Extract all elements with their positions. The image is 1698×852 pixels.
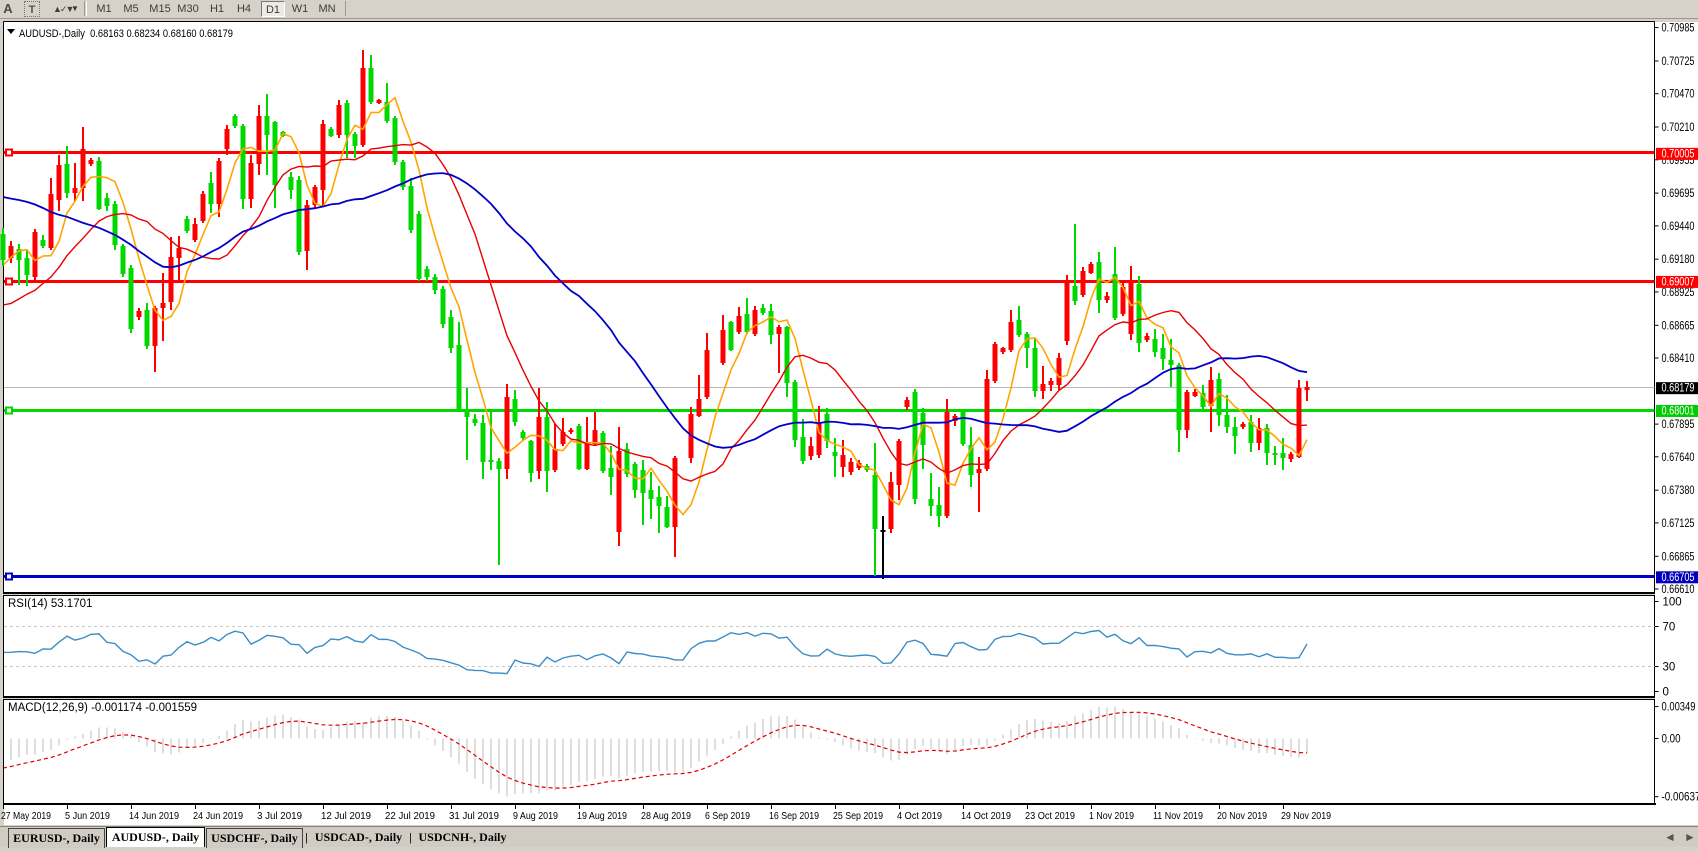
svg-text:16 Sep 2019: 16 Sep 2019 xyxy=(769,810,819,822)
svg-text:11 Nov 2019: 11 Nov 2019 xyxy=(1153,810,1203,822)
svg-text:3 Jul 2019: 3 Jul 2019 xyxy=(257,810,302,822)
svg-text:30: 30 xyxy=(1663,662,1676,674)
svg-text:0.67895: 0.67895 xyxy=(1662,419,1695,431)
svg-text:0.00: 0.00 xyxy=(1662,734,1681,746)
svg-text:0.70725: 0.70725 xyxy=(1662,56,1695,68)
svg-text:0: 0 xyxy=(1663,687,1669,699)
svg-text:29 Nov 2019: 29 Nov 2019 xyxy=(1281,810,1331,822)
svg-text:24 Jun 2019: 24 Jun 2019 xyxy=(193,810,243,822)
svg-text:0.70985: 0.70985 xyxy=(1662,23,1695,35)
svg-text:6 Sep 2019: 6 Sep 2019 xyxy=(705,810,750,822)
svg-text:5 Jun 2019: 5 Jun 2019 xyxy=(65,810,110,822)
svg-text:70: 70 xyxy=(1663,622,1676,634)
svg-text:0.69180: 0.69180 xyxy=(1662,254,1695,266)
svg-text:0.67125: 0.67125 xyxy=(1662,518,1695,530)
svg-text:0.67640: 0.67640 xyxy=(1662,452,1695,464)
svg-text:0.68179: 0.68179 xyxy=(1662,383,1695,395)
svg-text:0.66865: 0.66865 xyxy=(1662,551,1695,563)
svg-text:4 Oct 2019: 4 Oct 2019 xyxy=(897,810,942,822)
svg-text:0.69440: 0.69440 xyxy=(1662,221,1695,233)
svg-text:23 Oct 2019: 23 Oct 2019 xyxy=(1025,810,1075,822)
svg-text:0.69007: 0.69007 xyxy=(1662,276,1695,288)
svg-text:0.67380: 0.67380 xyxy=(1662,485,1695,497)
svg-text:27 May 2019: 27 May 2019 xyxy=(1,810,51,822)
svg-text:14 Jun 2019: 14 Jun 2019 xyxy=(129,810,179,822)
svg-text:0.68925: 0.68925 xyxy=(1662,287,1695,299)
svg-text:0.68001: 0.68001 xyxy=(1662,406,1695,418)
svg-text:0.66610: 0.66610 xyxy=(1662,584,1695,596)
svg-text:22 Jul 2019: 22 Jul 2019 xyxy=(385,810,435,822)
svg-text:0.00349: 0.00349 xyxy=(1662,702,1696,714)
svg-text:0.68410: 0.68410 xyxy=(1662,353,1695,365)
svg-text:0.69695: 0.69695 xyxy=(1662,188,1695,200)
svg-text:0.70210: 0.70210 xyxy=(1662,122,1695,134)
svg-text:0.66705: 0.66705 xyxy=(1662,572,1695,584)
svg-text:1 Nov 2019: 1 Nov 2019 xyxy=(1089,810,1134,822)
svg-text:0.68665: 0.68665 xyxy=(1662,320,1695,332)
svg-text:12 Jul 2019: 12 Jul 2019 xyxy=(321,810,371,822)
svg-text:100: 100 xyxy=(1663,597,1682,609)
svg-text:25 Sep 2019: 25 Sep 2019 xyxy=(833,810,883,822)
svg-text:28 Aug 2019: 28 Aug 2019 xyxy=(641,810,691,822)
svg-text:RSI(14) 53.1701: RSI(14) 53.1701 xyxy=(8,598,92,610)
svg-text:19 Aug 2019: 19 Aug 2019 xyxy=(577,810,627,822)
svg-text:31 Jul 2019: 31 Jul 2019 xyxy=(449,810,499,822)
svg-text:-0.00637: -0.00637 xyxy=(1662,792,1698,804)
svg-text:AUDUSD-,Daily 0.68163 0.68234: AUDUSD-,Daily 0.68163 0.68234 0.68160 0.… xyxy=(19,28,233,40)
svg-text:14 Oct 2019: 14 Oct 2019 xyxy=(961,810,1011,822)
svg-text:0.70470: 0.70470 xyxy=(1662,89,1695,101)
svg-text:0.70005: 0.70005 xyxy=(1662,148,1695,160)
svg-text:20 Nov 2019: 20 Nov 2019 xyxy=(1217,810,1267,822)
svg-text:MACD(12,26,9) -0.001174 -0.001: MACD(12,26,9) -0.001174 -0.001559 xyxy=(8,702,197,714)
svg-text:9 Aug 2019: 9 Aug 2019 xyxy=(513,810,558,822)
